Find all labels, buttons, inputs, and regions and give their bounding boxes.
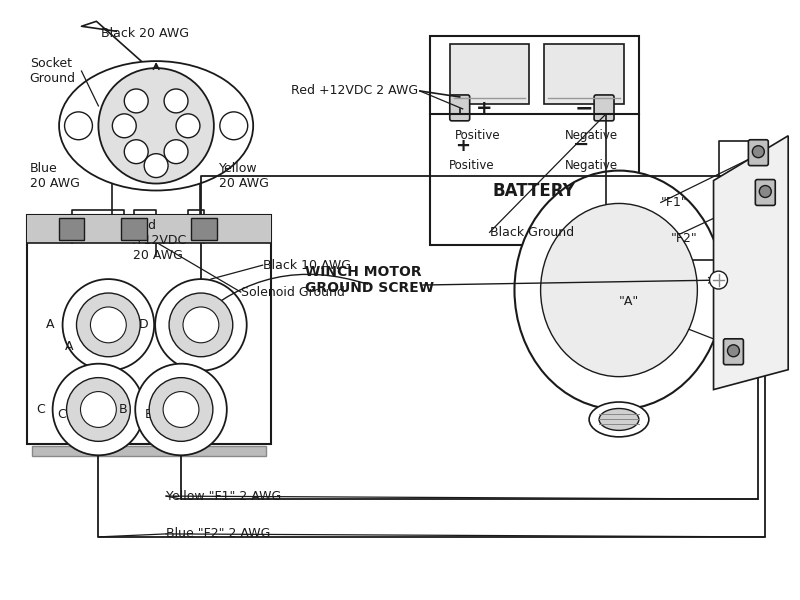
- Text: Yellow
20 AWG: Yellow 20 AWG: [219, 161, 269, 190]
- FancyBboxPatch shape: [748, 140, 768, 166]
- Text: B: B: [145, 408, 154, 421]
- Polygon shape: [714, 136, 788, 389]
- FancyBboxPatch shape: [122, 218, 147, 240]
- Circle shape: [90, 307, 126, 343]
- Text: Positive: Positive: [455, 129, 501, 142]
- FancyBboxPatch shape: [594, 95, 614, 121]
- FancyBboxPatch shape: [112, 116, 200, 245]
- Text: A: A: [46, 319, 55, 331]
- Text: WINCH MOTOR
GROUND SCREW: WINCH MOTOR GROUND SCREW: [306, 265, 434, 295]
- Circle shape: [220, 112, 248, 140]
- Circle shape: [81, 392, 116, 427]
- Ellipse shape: [59, 61, 253, 191]
- FancyBboxPatch shape: [26, 215, 270, 243]
- Circle shape: [144, 154, 168, 178]
- FancyBboxPatch shape: [191, 218, 217, 240]
- Text: Black 20 AWG: Black 20 AWG: [102, 27, 190, 40]
- Text: "F2": "F2": [670, 232, 698, 245]
- Text: Black 10 AWG: Black 10 AWG: [262, 259, 350, 272]
- Text: Socket
Ground: Socket Ground: [30, 57, 76, 85]
- Ellipse shape: [514, 170, 723, 409]
- Ellipse shape: [541, 203, 698, 377]
- Text: Blue
20 AWG: Blue 20 AWG: [30, 161, 79, 190]
- Circle shape: [752, 146, 764, 158]
- FancyBboxPatch shape: [723, 339, 743, 365]
- Circle shape: [176, 114, 200, 138]
- Text: Red
+12VDC
20 AWG: Red +12VDC 20 AWG: [134, 219, 186, 262]
- Text: −: −: [573, 135, 590, 154]
- Circle shape: [112, 114, 136, 138]
- Text: Blue "F2" 2 AWG: Blue "F2" 2 AWG: [166, 527, 270, 541]
- Circle shape: [183, 307, 219, 343]
- Circle shape: [62, 279, 154, 371]
- Text: Positive: Positive: [449, 159, 494, 172]
- Circle shape: [759, 185, 771, 197]
- Ellipse shape: [589, 402, 649, 437]
- FancyBboxPatch shape: [430, 36, 639, 245]
- Circle shape: [164, 89, 188, 113]
- Text: BATTERY: BATTERY: [493, 182, 576, 200]
- Circle shape: [66, 377, 130, 442]
- Text: Negative: Negative: [565, 129, 618, 142]
- Circle shape: [65, 112, 93, 140]
- FancyBboxPatch shape: [450, 44, 530, 104]
- Text: "F1": "F1": [661, 196, 687, 209]
- Text: D: D: [138, 319, 148, 331]
- FancyBboxPatch shape: [544, 44, 624, 104]
- Circle shape: [77, 293, 140, 357]
- Text: Yellow "F1" 2 AWG: Yellow "F1" 2 AWG: [166, 490, 282, 503]
- Circle shape: [124, 140, 148, 164]
- Circle shape: [169, 293, 233, 357]
- Circle shape: [53, 364, 144, 455]
- Text: +: +: [455, 137, 470, 155]
- FancyBboxPatch shape: [26, 215, 270, 445]
- Text: Negative: Negative: [565, 159, 618, 172]
- Text: B: B: [119, 403, 127, 416]
- Circle shape: [124, 89, 148, 113]
- Circle shape: [149, 377, 213, 442]
- Ellipse shape: [599, 409, 639, 430]
- Circle shape: [155, 279, 246, 371]
- Text: +: +: [476, 100, 493, 118]
- Text: −: −: [575, 99, 594, 119]
- Circle shape: [98, 68, 214, 184]
- Text: Red +12VDC 2 AWG: Red +12VDC 2 AWG: [290, 85, 418, 97]
- Circle shape: [163, 392, 199, 427]
- Text: Solenoid Ground: Solenoid Ground: [241, 286, 345, 299]
- FancyBboxPatch shape: [755, 179, 775, 205]
- FancyBboxPatch shape: [32, 446, 266, 456]
- FancyBboxPatch shape: [58, 218, 85, 240]
- Circle shape: [710, 271, 727, 289]
- Circle shape: [164, 140, 188, 164]
- Text: "A": "A": [619, 295, 639, 308]
- Text: Black Ground: Black Ground: [490, 226, 574, 239]
- Circle shape: [727, 345, 739, 357]
- Text: C: C: [57, 408, 66, 421]
- Text: D: D: [184, 340, 194, 353]
- Text: C: C: [36, 403, 45, 416]
- Circle shape: [135, 364, 227, 455]
- FancyBboxPatch shape: [450, 95, 470, 121]
- Text: A: A: [66, 340, 74, 353]
